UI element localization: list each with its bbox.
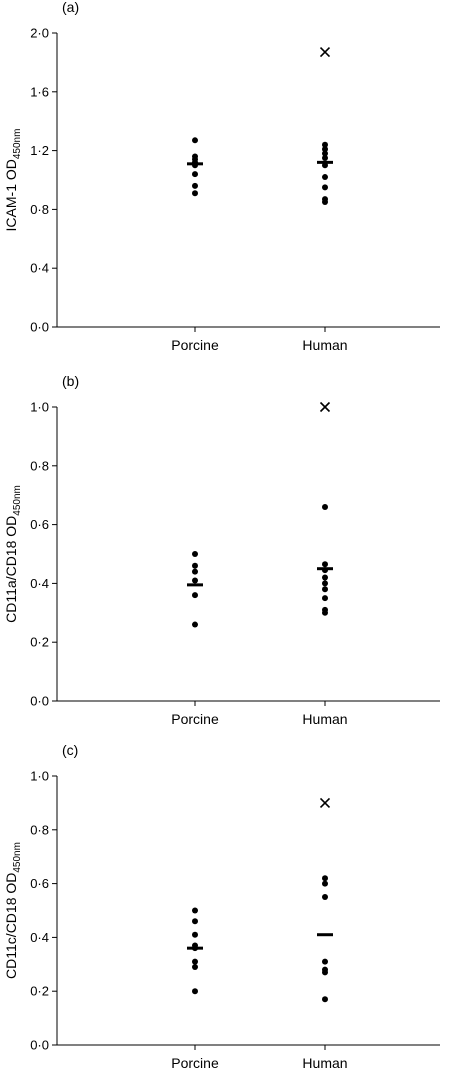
chart-panel-1: 0·0 0·4 0·8 1·2 1·6 2·0 Porcine Human (a) ICAM-1 … [3,0,440,353]
y-axis-label-main: CD11a/CD18 OD [3,516,19,623]
y-axis-label-main: ICAM-1 OD [3,159,19,231]
y-tick-label: 0·2 [30,635,49,650]
data-point [192,182,198,189]
y-tick-label: 0·8 [30,202,49,217]
x-category-label: Porcine [171,337,219,353]
data-point [192,918,198,925]
data-point [192,958,198,965]
data-point [322,996,328,1003]
data-point [322,875,328,882]
x-category-label: Human [302,1055,347,1071]
y-tick-label: 0·0 [30,320,49,335]
data-point [322,586,328,593]
outlier-marker [319,797,331,808]
data-point [322,580,328,587]
data-point [322,969,328,976]
data-point [322,894,328,901]
x-category-label: Porcine [171,1055,219,1071]
y-tick-label: 1·6 [30,84,49,99]
y-tick-label: 0·8 [30,458,49,473]
y-tick-label: 1·0 [30,769,49,784]
data-point [192,592,198,599]
data-point [192,562,198,569]
data-point [322,184,328,191]
data-point [322,174,328,181]
data-point [322,609,328,616]
y-axis-label: CD11c/CD18 OD450nm [3,842,23,979]
data-point [322,958,328,965]
panel-label: (b) [62,373,79,389]
data-point [322,561,328,568]
y-tick-label: 0·0 [30,694,49,709]
y-tick-label: 0·4 [30,261,49,276]
data-point [192,931,198,938]
y-tick-label: 0·8 [30,822,49,837]
panel-label: (c) [62,742,78,758]
data-point [322,141,328,148]
outlier-marker [319,47,331,58]
data-point [192,577,198,584]
y-axis-label: CD11a/CD18 OD450nm [3,485,23,623]
y-tick-label: 0·4 [30,930,49,945]
data-point [322,595,328,602]
data-point [192,190,198,197]
data-point [192,963,198,970]
data-point [322,154,328,161]
y-tick-label: 1·2 [30,143,49,158]
y-axis-label-subscript: 450nm [12,842,23,873]
x-category-label: Human [302,711,347,727]
y-tick-label: 0·6 [30,876,49,891]
data-point [322,146,328,153]
data-point [192,988,198,995]
y-axis-label-main: CD11c/CD18 OD [3,873,19,979]
chart-panel-3: 0·0 0·2 0·4 0·6 0·8 1·0 Porcine Human (c) CD11c/C… [3,742,440,1071]
data-point [322,574,328,581]
chart-panel-2: 0·0 0·2 0·4 0·6 0·8 1·0 Porcine Human (b) CD11a/C… [3,373,440,727]
data-point [322,880,328,887]
y-tick-label: 0·4 [30,576,49,591]
data-point [192,171,198,178]
x-category-label: Human [302,337,347,353]
data-point [322,503,328,510]
y-tick-label: 1·0 [30,400,49,415]
y-axis-label-subscript: 450nm [12,129,23,160]
y-tick-label: 0·2 [30,984,49,999]
data-point [322,199,328,206]
data-point [192,568,198,575]
y-axis-label-subscript: 450nm [12,485,23,516]
data-point [192,551,198,557]
data-point [322,150,328,157]
x-category-label: Porcine [171,711,219,727]
y-tick-label: 0·0 [30,1038,49,1053]
y-axis-label: ICAM-1 OD450nm [3,129,23,232]
data-point [192,137,198,144]
y-tick-label: 0·6 [30,517,49,532]
outlier-marker [319,401,331,413]
data-point [192,621,198,628]
panel-label: (a) [62,0,79,15]
y-tick-label: 2·0 [30,26,49,41]
data-point [192,907,198,914]
